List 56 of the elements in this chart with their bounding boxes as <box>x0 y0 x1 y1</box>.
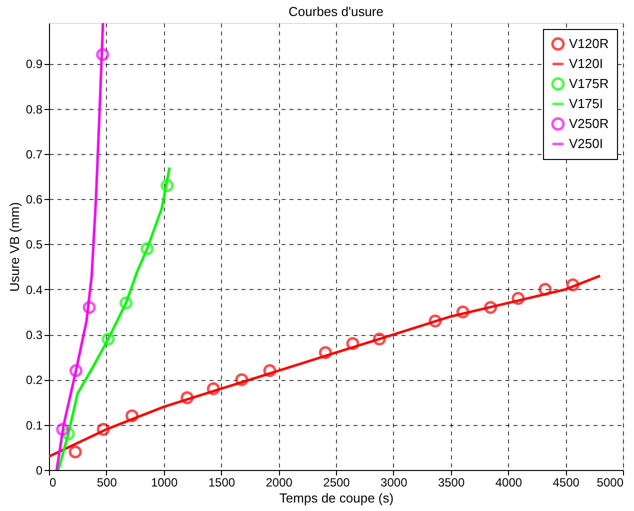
x-tick-label: 0 <box>50 476 56 490</box>
chart-title: Courbes d'usure <box>288 4 384 19</box>
legend-label: V250I <box>569 136 603 151</box>
point <box>96 422 110 436</box>
y-tick-label: 0.4 <box>26 282 43 297</box>
point <box>538 282 552 296</box>
x-tick-label: 1500 <box>208 476 236 490</box>
point <box>428 314 442 328</box>
y-tick-label: 0 <box>36 464 43 478</box>
x-tick-label: 500 <box>96 476 118 490</box>
point <box>126 409 138 422</box>
x-tick-label: 5000 <box>596 476 624 490</box>
x-tick-label: 4000 <box>495 476 522 490</box>
x-axis-title: Temps de coupe (s) <box>279 490 394 506</box>
point <box>456 305 470 318</box>
x-tick-label: 3500 <box>438 476 465 490</box>
y-tick-label: 0.8 <box>26 102 43 116</box>
legend-label: V120R <box>569 36 609 51</box>
x-tick-label: 2500 <box>323 476 350 490</box>
legend-label: V175R <box>569 76 609 91</box>
point <box>512 292 525 305</box>
legend-label: V120I <box>569 56 603 71</box>
y-tick-label: 0.5 <box>26 238 43 252</box>
point <box>180 391 194 404</box>
point <box>318 346 332 360</box>
y-tick-label: 0.1 <box>26 418 43 432</box>
x-tick-label: 2000 <box>266 476 293 490</box>
line-series <box>57 166 171 470</box>
point <box>68 445 82 458</box>
point <box>120 296 133 310</box>
y-tick-label: 0.9 <box>26 57 43 72</box>
y-tick-label: 0.7 <box>26 147 43 162</box>
point <box>140 242 154 256</box>
x-tick-label: 3000 <box>380 476 408 490</box>
point <box>263 364 276 378</box>
point <box>69 364 82 378</box>
point <box>82 300 96 314</box>
y-tick-label: 0.2 <box>26 373 43 388</box>
y-tick-label: 0.6 <box>26 192 43 207</box>
point <box>372 332 386 346</box>
point <box>206 382 220 396</box>
y-axis-title: Usure VB (mm) <box>6 202 22 292</box>
point <box>102 332 115 346</box>
y-tick-label: 0.3 <box>26 328 43 342</box>
point <box>566 278 580 292</box>
x-tick-label: 1000 <box>150 476 178 490</box>
x-tick-label: 4500 <box>552 476 580 490</box>
point <box>346 337 360 350</box>
point <box>160 179 174 192</box>
point <box>96 48 110 62</box>
line-series <box>49 274 602 458</box>
legend-label: V175I <box>569 96 603 111</box>
point <box>484 300 498 314</box>
legend-label: V250R <box>569 116 609 131</box>
point <box>235 373 248 386</box>
point <box>56 422 70 436</box>
